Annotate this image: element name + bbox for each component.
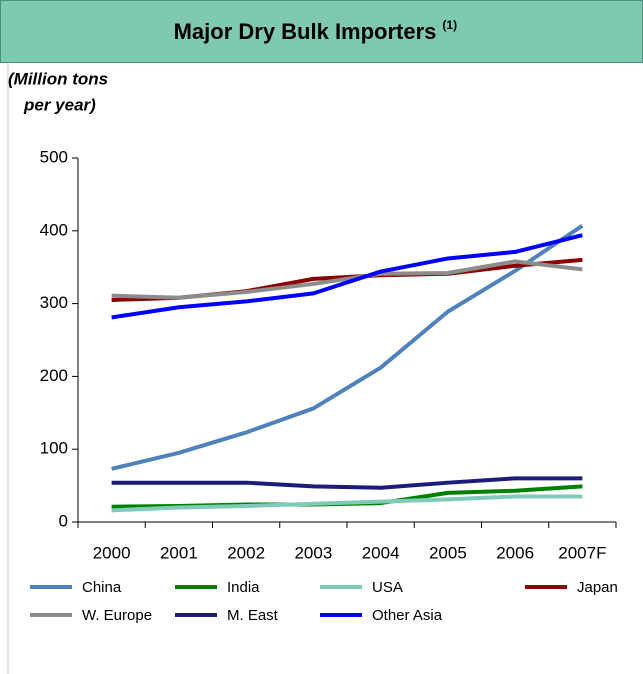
- legend-label: China: [82, 579, 122, 596]
- y-tick-label: 500: [40, 147, 68, 166]
- x-tick-label: 2001: [160, 543, 198, 562]
- x-tick-label: 2007F: [558, 543, 606, 562]
- x-tick-label: 2006: [496, 543, 534, 562]
- y-tick-label: 400: [40, 220, 68, 239]
- legend-label: Other Asia: [372, 607, 443, 624]
- y-axis-label: (Million tons: [8, 69, 108, 88]
- legend-label: Japan: [577, 579, 618, 596]
- y-tick-label: 200: [40, 366, 68, 385]
- y-tick-label: 0: [59, 511, 68, 530]
- x-tick-label: 2000: [93, 543, 131, 562]
- series-line: [111, 224, 584, 471]
- x-tick-label: 2005: [429, 543, 467, 562]
- series-line: [111, 494, 583, 513]
- y-tick-label: 100: [40, 439, 68, 458]
- legend-label: W. Europe: [82, 607, 152, 624]
- chart-title: Major Dry Bulk Importers: [174, 19, 437, 44]
- legend-label: M. East: [227, 607, 279, 624]
- y-tick-label: 300: [40, 293, 68, 312]
- header-bar: [0, 0, 643, 63]
- x-tick-label: 2004: [362, 543, 400, 562]
- y-axis-label: per year): [23, 95, 96, 114]
- series-line: [111, 233, 583, 320]
- legend-label: USA: [372, 579, 403, 596]
- series-line: [111, 259, 583, 300]
- series-line: [111, 476, 583, 490]
- x-tick-label: 2002: [227, 543, 265, 562]
- x-tick-label: 2003: [294, 543, 332, 562]
- legend-label: India: [227, 579, 260, 596]
- title-note: (1): [442, 18, 457, 32]
